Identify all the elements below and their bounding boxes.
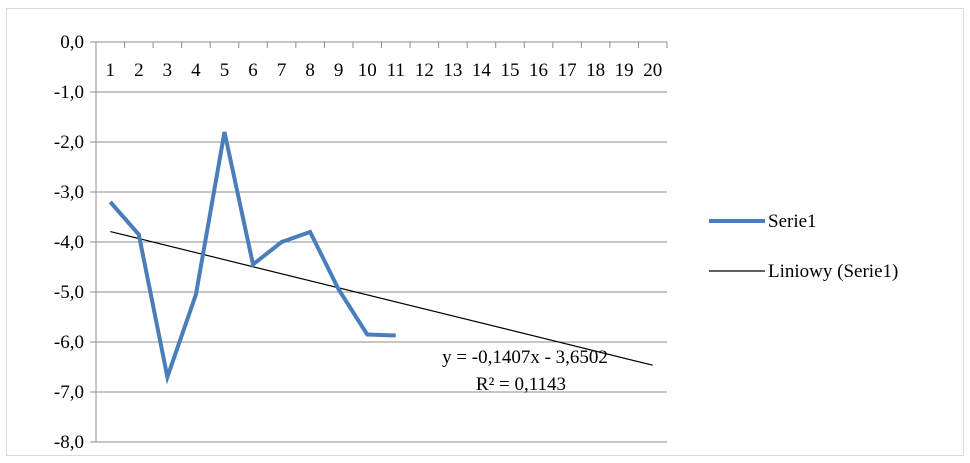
x-tick-label: 15 xyxy=(500,60,519,81)
chart-area: 0,0 -1,0 -2,0 -3,0 -4,0 -5,0 -6,0 -7,0 -8,0 1 2 3 4 5… xyxy=(6,8,964,456)
x-tick-label: 2 xyxy=(134,60,144,81)
y-tick-label: -4,0 xyxy=(54,232,84,253)
gridlines xyxy=(96,91,667,443)
x-tick-label: 6 xyxy=(248,60,258,81)
x-tick-label: 10 xyxy=(358,60,377,81)
y-tick-label: -3,0 xyxy=(54,182,84,203)
x-tick-label: 16 xyxy=(529,60,548,81)
x-tick-label: 11 xyxy=(387,60,405,81)
x-tick-label: 5 xyxy=(220,60,230,81)
y-tick-label: 0,0 xyxy=(60,32,84,53)
x-tick-label: 12 xyxy=(415,60,434,81)
x-tick-label: 7 xyxy=(277,60,287,81)
legend-label-serie1: Serie1 xyxy=(768,211,817,232)
x-tick-label: 4 xyxy=(191,60,201,81)
y-tick-label: -1,0 xyxy=(54,82,84,103)
x-tick-label: 14 xyxy=(472,60,492,81)
x-tick-label: 17 xyxy=(558,60,577,81)
trendline-r-squared: R² = 0,1143 xyxy=(476,374,566,395)
x-tick-label: 1 xyxy=(106,60,116,81)
y-tick-label: -7,0 xyxy=(54,382,84,403)
x-tick-label: 8 xyxy=(305,60,315,81)
x-tick-label: 13 xyxy=(443,60,462,81)
x-tick-label: 18 xyxy=(586,60,605,81)
labels-layer: 0,0-1,0-2,0-3,0-4,0-5,0-6,0-7,0-8,01 2 3 4 5… xyxy=(54,32,662,453)
y-tick-label: -2,0 xyxy=(54,132,84,153)
series-line-serie1 xyxy=(108,131,396,385)
legend: Serie1 Liniowy (Serie1) xyxy=(709,211,898,282)
line-chart: 0,0-1,0-2,0-3,0-4,0-5,0-6,0-7,0-8,01 2 3 4 5… xyxy=(54,32,898,453)
y-tick-label: -6,0 xyxy=(54,332,84,353)
axes xyxy=(90,41,668,443)
trendline xyxy=(110,230,653,366)
x-tick-label: 3 xyxy=(163,60,173,81)
x-tick-label: 19 xyxy=(615,60,634,81)
trendline-equation: y = -0,1407x - 3,6502 xyxy=(442,347,608,368)
x-tick-label: 9 xyxy=(334,60,344,81)
y-tick-label: -8,0 xyxy=(54,432,84,453)
legend-label-trendline: Liniowy (Serie1) xyxy=(768,261,898,282)
trendline-layer xyxy=(110,230,653,366)
x-tick-label: 20 xyxy=(643,60,662,81)
y-tick-label: -5,0 xyxy=(54,282,84,303)
series-layer xyxy=(108,131,396,385)
